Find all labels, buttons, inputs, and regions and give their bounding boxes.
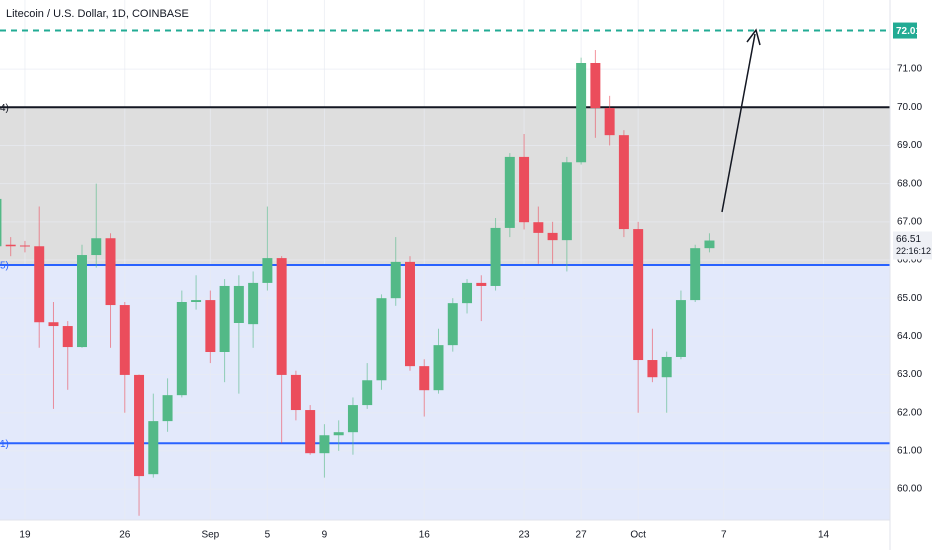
candle-body xyxy=(462,282,473,304)
candle-body xyxy=(77,255,87,348)
candle-body xyxy=(604,108,615,136)
candle-body xyxy=(390,261,401,299)
x-tick-label: Oct xyxy=(630,530,646,541)
target-box xyxy=(893,22,917,39)
candle-body xyxy=(290,374,301,411)
candle-body xyxy=(119,305,130,375)
candle-body xyxy=(5,244,16,247)
x-tick-label: 19 xyxy=(19,530,31,541)
x-tick-label: 27 xyxy=(576,530,588,541)
candle-body xyxy=(276,258,287,375)
candle-body xyxy=(618,135,629,230)
chart-title: Litecoin / U.S. Dollar, 1D, COINBASE xyxy=(6,8,189,20)
candle-body xyxy=(176,301,187,396)
candle-body xyxy=(233,285,244,323)
x-tick-label: 16 xyxy=(419,530,431,541)
y-tick-label: 64.00 xyxy=(897,331,922,342)
x-tick-label: 9 xyxy=(322,530,328,541)
candle-body xyxy=(433,345,444,391)
x-tick-label: Sep xyxy=(201,530,219,541)
candle-body xyxy=(661,356,672,378)
candle-body xyxy=(519,156,530,223)
x-tick-label: 14 xyxy=(818,530,830,541)
y-tick-label: 67.00 xyxy=(897,216,922,227)
candle-body xyxy=(419,366,430,391)
candle-body xyxy=(319,435,330,454)
candle-body xyxy=(105,238,116,306)
candle-body xyxy=(48,322,59,327)
y-tick-label: 63.00 xyxy=(897,369,922,380)
y-tick-label: 71.00 xyxy=(897,64,922,75)
candle-body xyxy=(219,285,230,353)
candle-body xyxy=(162,395,173,422)
candle-body xyxy=(347,405,358,433)
candle-body xyxy=(704,240,715,249)
candle-body xyxy=(576,62,587,163)
candle-body xyxy=(305,410,316,454)
candle-body xyxy=(633,229,644,361)
y-tick-label: 70.00 xyxy=(897,102,922,113)
candle-body xyxy=(262,258,273,283)
level-label: 5) xyxy=(0,261,9,272)
candle-body xyxy=(191,300,202,302)
arrow xyxy=(721,33,756,213)
candle-body xyxy=(19,245,30,247)
x-tick-label: 23 xyxy=(519,530,531,541)
candle-body xyxy=(561,162,572,241)
x-tick-label: 26 xyxy=(119,530,131,541)
level-label: 4) xyxy=(0,103,9,114)
countdown-label: 22:16:12 xyxy=(896,246,931,256)
x-tick-label: 7 xyxy=(721,530,727,541)
candle-body xyxy=(675,300,686,357)
candle-body xyxy=(205,300,216,353)
candle-body xyxy=(490,227,501,286)
y-tick-label: 69.00 xyxy=(897,140,922,151)
y-tick-label: 68.00 xyxy=(897,178,922,189)
x-tick-label: 5 xyxy=(265,530,271,541)
candle-body xyxy=(91,238,102,256)
candle-body xyxy=(362,380,373,406)
y-tick-label: 66.00 xyxy=(897,255,922,266)
candle-body xyxy=(647,360,658,378)
candle-body xyxy=(0,198,2,247)
y-tick-label: 65.00 xyxy=(897,293,922,304)
zone xyxy=(0,264,890,520)
level-label: 1) xyxy=(0,439,9,450)
zone xyxy=(0,107,890,265)
y-tick-label: 60.00 xyxy=(897,484,922,495)
candle-body xyxy=(333,432,344,436)
candle-body xyxy=(404,261,415,367)
candle-body xyxy=(376,298,387,381)
candle-body xyxy=(504,156,515,228)
last-price-label: 66.51 xyxy=(896,234,921,245)
y-tick-label: 61.00 xyxy=(897,446,922,457)
candle-body xyxy=(148,421,159,475)
candle-body xyxy=(134,374,145,477)
candle-body xyxy=(248,282,259,325)
candle-body xyxy=(533,222,544,233)
y-tick-label: 62.00 xyxy=(897,407,922,418)
candle-body xyxy=(447,303,458,346)
target-label: 72.01 xyxy=(896,26,921,37)
arrow-head xyxy=(746,28,761,46)
candle-body xyxy=(62,326,73,348)
last-price-box xyxy=(893,231,932,260)
candle-body xyxy=(590,62,601,109)
candle-body xyxy=(34,246,45,323)
candle-body xyxy=(547,232,558,241)
candle-body xyxy=(690,248,701,301)
candle-body xyxy=(476,282,487,286)
